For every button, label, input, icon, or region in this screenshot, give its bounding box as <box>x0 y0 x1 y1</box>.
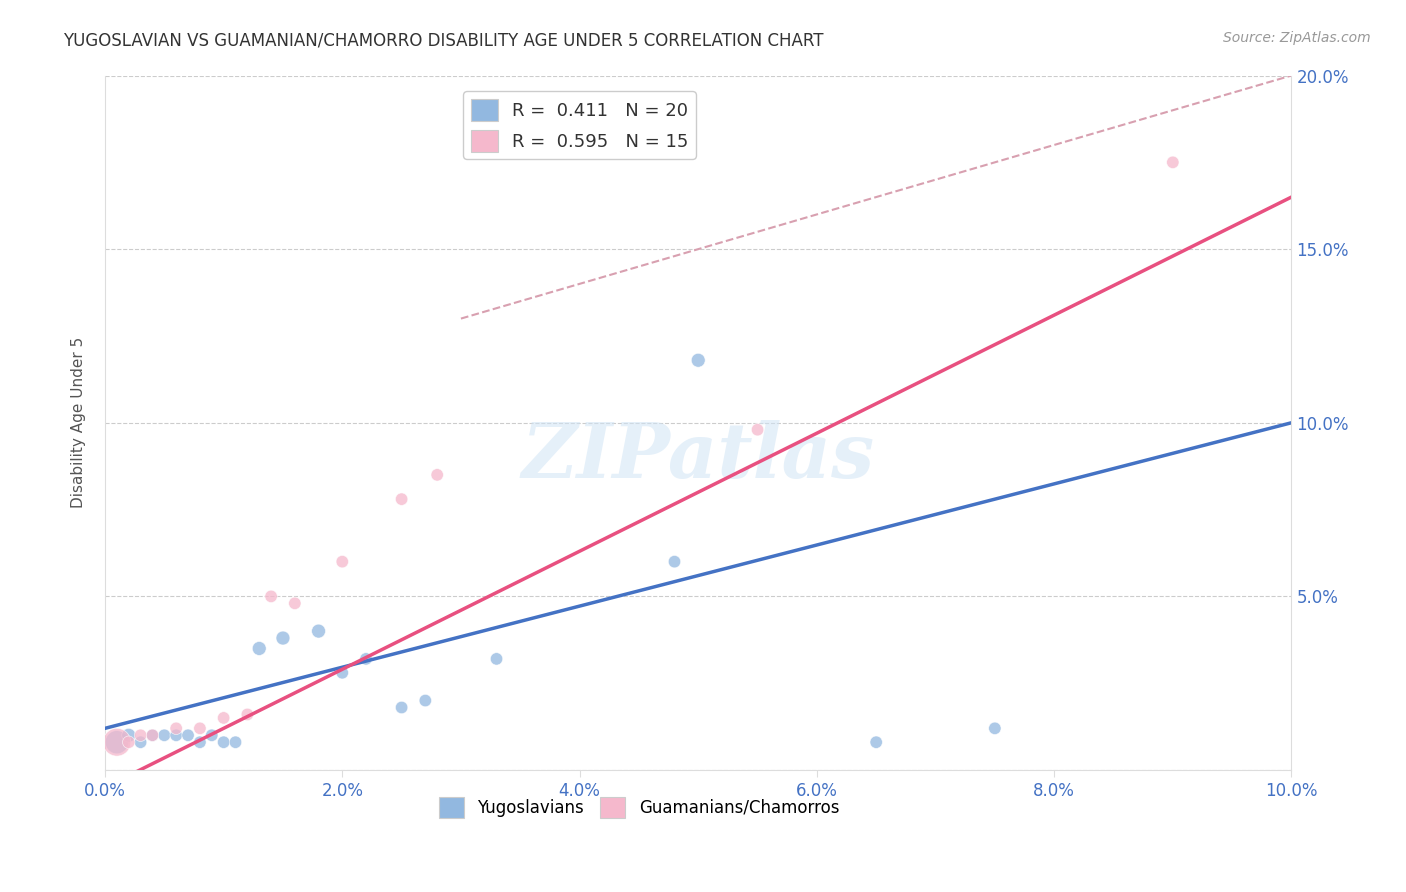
Point <box>688 353 710 368</box>
Point <box>984 722 1007 736</box>
Point <box>308 624 330 639</box>
Point <box>212 735 235 749</box>
Point <box>485 652 508 666</box>
Point <box>247 641 270 656</box>
Point <box>664 555 686 569</box>
Legend: Yugoslavians, Guamanians/Chamorros: Yugoslavians, Guamanians/Chamorros <box>432 790 846 824</box>
Text: Source: ZipAtlas.com: Source: ZipAtlas.com <box>1223 31 1371 45</box>
Point <box>188 722 211 736</box>
Point <box>426 467 449 482</box>
Text: YUGOSLAVIAN VS GUAMANIAN/CHAMORRO DISABILITY AGE UNDER 5 CORRELATION CHART: YUGOSLAVIAN VS GUAMANIAN/CHAMORRO DISABI… <box>63 31 824 49</box>
Point <box>201 728 224 742</box>
Point <box>118 735 141 749</box>
Point <box>747 423 769 437</box>
Point <box>1161 155 1184 169</box>
Point <box>165 728 187 742</box>
Point <box>415 693 437 707</box>
Point <box>354 652 377 666</box>
Point <box>188 735 211 749</box>
Point <box>271 631 294 645</box>
Point <box>129 735 152 749</box>
Point <box>224 735 246 749</box>
Point <box>391 492 413 507</box>
Point <box>165 722 187 736</box>
Point <box>105 735 128 749</box>
Point <box>236 707 259 722</box>
Point <box>865 735 887 749</box>
Point <box>141 728 163 742</box>
Point <box>141 728 163 742</box>
Point <box>177 728 200 742</box>
Point <box>212 711 235 725</box>
Point <box>105 735 128 749</box>
Point <box>330 555 353 569</box>
Point <box>118 728 141 742</box>
Point <box>284 596 307 610</box>
Y-axis label: Disability Age Under 5: Disability Age Under 5 <box>72 337 86 508</box>
Point <box>153 728 176 742</box>
Point <box>129 728 152 742</box>
Point <box>260 590 283 604</box>
Text: ZIPatlas: ZIPatlas <box>522 420 875 494</box>
Point <box>330 665 353 680</box>
Point <box>391 700 413 714</box>
